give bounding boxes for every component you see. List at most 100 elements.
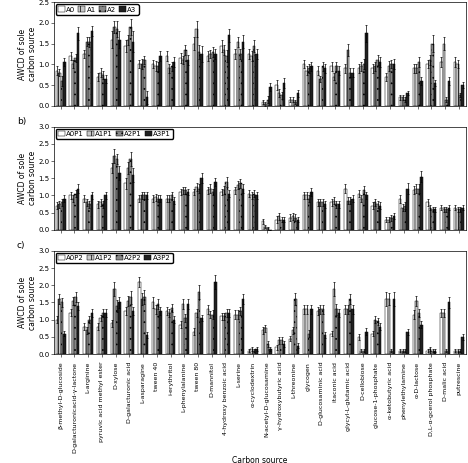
Bar bbox=[324, 335, 327, 354]
Bar bbox=[69, 195, 72, 230]
Bar bbox=[104, 79, 107, 106]
Bar bbox=[116, 29, 118, 106]
Bar bbox=[146, 335, 148, 354]
Bar bbox=[170, 307, 173, 354]
Bar bbox=[239, 54, 241, 106]
Bar bbox=[275, 85, 278, 106]
Bar bbox=[372, 206, 374, 230]
Bar bbox=[262, 221, 264, 230]
Bar bbox=[333, 289, 335, 354]
Bar bbox=[390, 351, 393, 354]
Bar bbox=[256, 349, 258, 354]
Bar bbox=[256, 54, 258, 106]
Bar bbox=[305, 70, 308, 106]
Bar bbox=[316, 70, 319, 106]
Bar bbox=[140, 64, 143, 106]
Bar bbox=[294, 218, 297, 230]
Bar bbox=[454, 63, 456, 106]
Bar bbox=[69, 313, 72, 354]
Bar bbox=[351, 199, 354, 230]
Bar bbox=[404, 100, 406, 106]
Bar bbox=[322, 66, 324, 106]
Bar bbox=[292, 330, 294, 354]
Bar bbox=[461, 85, 464, 106]
Bar bbox=[253, 194, 256, 230]
Bar bbox=[69, 56, 72, 106]
Bar bbox=[417, 188, 420, 230]
Bar bbox=[429, 349, 431, 354]
Bar bbox=[184, 318, 187, 354]
Bar bbox=[97, 326, 99, 354]
Bar bbox=[417, 313, 420, 354]
Bar bbox=[129, 297, 132, 354]
Bar bbox=[434, 209, 436, 230]
Bar bbox=[431, 351, 434, 354]
Bar bbox=[262, 101, 264, 106]
Bar bbox=[402, 97, 404, 106]
Bar bbox=[74, 58, 77, 106]
Bar bbox=[358, 194, 360, 230]
Bar bbox=[61, 302, 63, 354]
Bar bbox=[365, 195, 368, 230]
Bar bbox=[250, 349, 253, 354]
Bar bbox=[443, 44, 445, 106]
Bar bbox=[349, 299, 351, 354]
Bar bbox=[447, 302, 450, 354]
Y-axis label: AWCD of sole
carbon source: AWCD of sole carbon source bbox=[18, 27, 37, 81]
Bar bbox=[127, 168, 129, 230]
Bar bbox=[138, 64, 140, 106]
Bar bbox=[316, 311, 319, 354]
Bar bbox=[278, 340, 280, 354]
Bar bbox=[168, 69, 170, 106]
Bar bbox=[346, 50, 349, 106]
Bar bbox=[72, 64, 74, 106]
Bar bbox=[429, 207, 431, 230]
Bar bbox=[241, 42, 244, 106]
Bar bbox=[74, 297, 77, 354]
Bar bbox=[303, 64, 305, 106]
Bar bbox=[404, 206, 406, 230]
Bar bbox=[303, 309, 305, 354]
Bar bbox=[275, 219, 278, 230]
Bar bbox=[97, 204, 99, 230]
Bar bbox=[420, 325, 423, 354]
Bar bbox=[426, 64, 429, 106]
Bar bbox=[264, 328, 267, 354]
Bar bbox=[223, 50, 226, 106]
Bar bbox=[253, 351, 256, 354]
Bar bbox=[264, 226, 267, 230]
Bar bbox=[88, 42, 91, 106]
Bar bbox=[198, 188, 200, 230]
Bar bbox=[406, 94, 409, 106]
Bar bbox=[209, 54, 212, 106]
Bar bbox=[207, 309, 209, 354]
Bar bbox=[179, 325, 182, 354]
Bar bbox=[110, 39, 113, 106]
Bar bbox=[102, 75, 104, 106]
Bar bbox=[330, 333, 333, 354]
Bar bbox=[102, 204, 104, 230]
Bar bbox=[310, 309, 313, 354]
Bar bbox=[61, 81, 63, 106]
Bar bbox=[179, 192, 182, 230]
Bar bbox=[226, 56, 228, 106]
Bar bbox=[118, 39, 121, 106]
Bar bbox=[228, 35, 230, 106]
Bar bbox=[431, 209, 434, 230]
Bar bbox=[220, 316, 223, 354]
Bar bbox=[193, 192, 196, 230]
Bar bbox=[338, 313, 340, 354]
Bar bbox=[63, 333, 66, 354]
Bar bbox=[116, 306, 118, 354]
Bar bbox=[385, 77, 388, 106]
Bar bbox=[63, 199, 66, 230]
Bar bbox=[308, 69, 310, 106]
Bar bbox=[454, 207, 456, 230]
Bar bbox=[228, 194, 230, 230]
Text: b): b) bbox=[17, 117, 26, 125]
Bar bbox=[248, 194, 250, 230]
Bar bbox=[132, 311, 134, 354]
Bar bbox=[385, 219, 388, 230]
Bar bbox=[372, 333, 374, 354]
Bar bbox=[283, 83, 285, 106]
